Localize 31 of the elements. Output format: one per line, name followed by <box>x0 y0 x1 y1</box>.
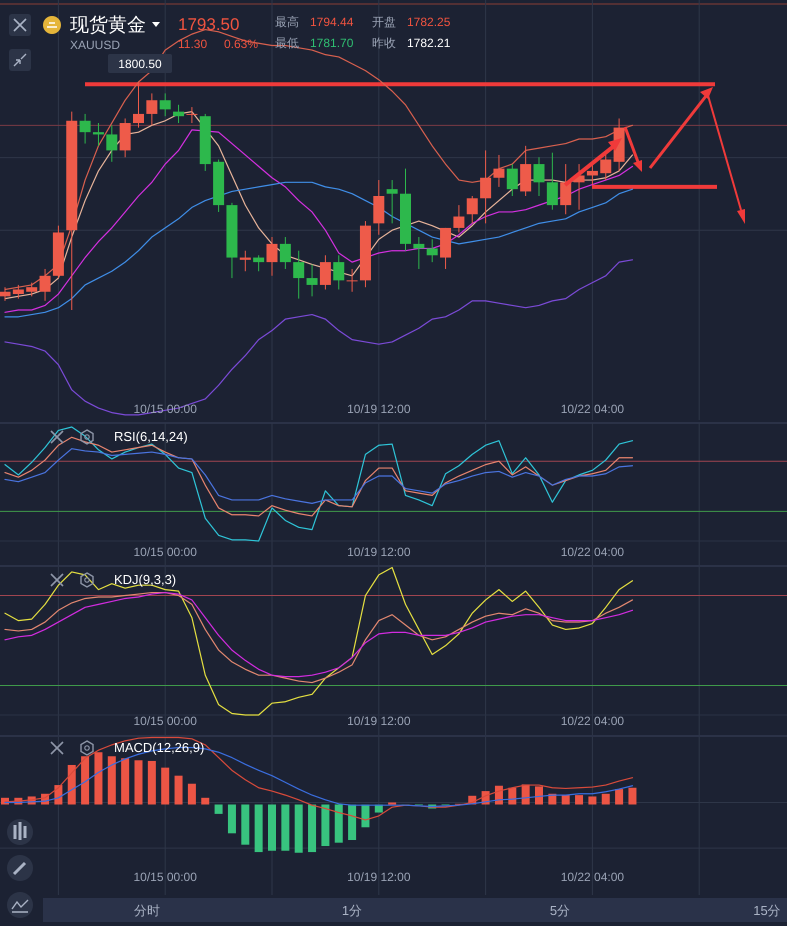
x-tick-label: 10/19 12:00 <box>347 870 411 884</box>
text: 0.63% <box>224 37 258 51</box>
x-tick-label: 10/19 12:00 <box>347 402 411 416</box>
x-tick-label: 10/19 12:00 <box>347 545 411 559</box>
text: 1782.21 <box>407 36 451 50</box>
text: 1分 <box>342 903 362 918</box>
x-tick-label: 10/15 00:00 <box>133 870 198 884</box>
chart-title: KDJ(9,3,3) <box>114 572 176 587</box>
x-tick-label: 10/15 00:00 <box>133 402 198 416</box>
text: 昨收 <box>372 36 396 50</box>
text: 15分 <box>753 903 781 918</box>
x-tick-label: 10/19 12:00 <box>347 714 411 728</box>
text: 分时 <box>134 903 160 918</box>
x-tick-label: 10/15 00:00 <box>133 545 198 559</box>
x-tick-label: 10/22 04:00 <box>560 870 624 884</box>
text: 1793.50 <box>178 15 240 34</box>
x-tick-label: 10/22 04:00 <box>560 545 624 559</box>
x-tick-label: 10/22 04:00 <box>560 714 624 728</box>
text: 1794.44 <box>310 15 354 29</box>
x-tick-label: 10/15 00:00 <box>133 714 198 728</box>
text: 1782.25 <box>407 15 451 29</box>
text: 开盘 <box>372 15 396 29</box>
text: 5分 <box>550 903 570 918</box>
chart-title: RSI(6,14,24) <box>114 429 188 444</box>
chart-title: 现货黄金 <box>70 15 146 36</box>
chart-subtitle: XAUUSD <box>70 38 120 52</box>
text: 最高 <box>275 15 299 29</box>
x-tick-label: 10/22 04:00 <box>560 402 624 416</box>
text: 1781.70 <box>310 36 354 50</box>
text: 11.30 <box>178 37 208 51</box>
text: 1800.50 <box>118 57 162 71</box>
